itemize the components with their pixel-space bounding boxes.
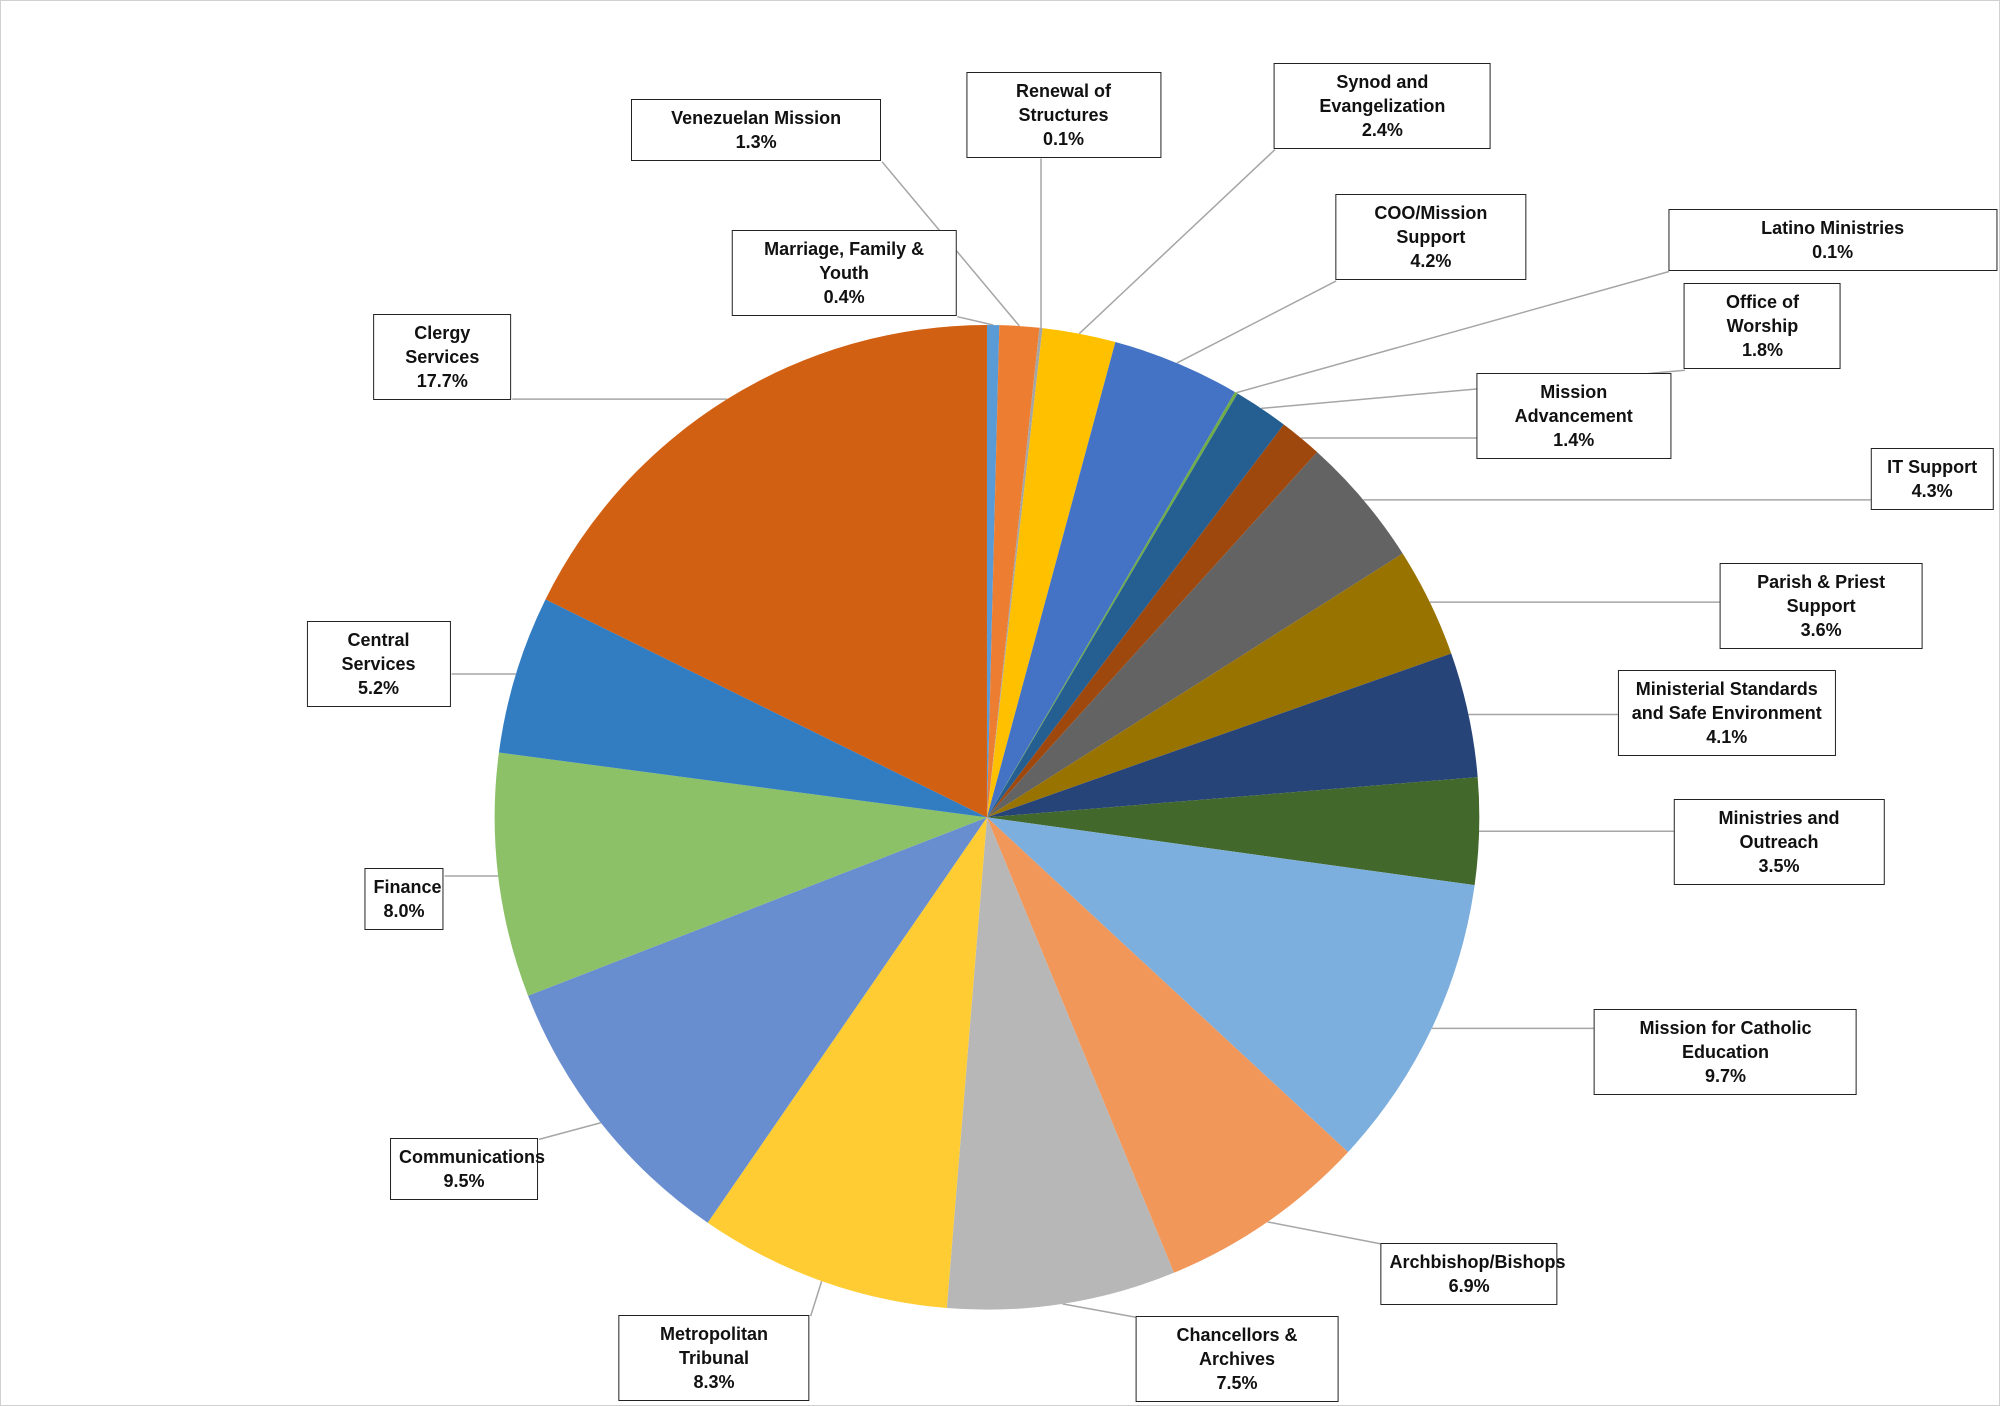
label-name: COO/Mission Support [1374,202,1488,247]
label-name: Clergy Services [405,322,480,367]
data-label: Communications 9.5% [390,1138,546,1201]
pie-slice [528,817,987,1223]
label-value: 9.5% [443,1171,485,1192]
label-value: 8.0% [383,900,425,921]
slices [494,324,1480,1310]
label-name: Parish & Priest Support [1757,571,1886,616]
label-value: 2.4% [1361,119,1403,140]
data-label: Synod and Evangelization 2.4% [1273,62,1491,149]
label-value: 5.2% [358,678,400,699]
label-name: Latino Ministries [1761,217,1905,238]
label-value: 9.7% [1704,1066,1746,1087]
data-label: Latino Ministries 0.1% [1668,208,1998,271]
label-value: 6.9% [1448,1275,1490,1296]
leader-line [1236,270,1670,394]
pie-slice [707,817,987,1309]
data-label: Finance 8.0% [364,867,444,930]
data-label: Ministries and Outreach 3.5% [1673,798,1885,885]
pie-slice [494,752,987,996]
data-label: Mission for Catholic Education 9.7% [1594,1009,1857,1096]
label-name: Renewal of Structures [1015,80,1112,125]
label-value: 4.3% [1911,481,1953,502]
data-label: Venezuelan Mission 1.3% [631,98,882,161]
data-label: IT Support 4.3% [1870,448,1994,511]
label-value: 0.4% [823,286,865,307]
label-name: Metropolitan Tribunal [660,1324,768,1369]
label-value: 0.1% [1042,128,1085,149]
data-label: COO/Mission Support 4.2% [1335,193,1527,280]
label-name: Ministerial Standards and Safe Environme… [1631,678,1822,723]
pie-slice [986,327,1043,818]
leader-line [809,1280,823,1317]
pie-slice [986,653,1478,818]
label-value: 1.4% [1553,429,1595,450]
data-label: Renewal of Structures 0.1% [965,71,1162,158]
label-name: Archbishop/Bishops [1389,1251,1566,1272]
label-value: 0.1% [1812,241,1854,262]
pie-slice [986,393,1284,818]
label-name: Synod and Evangelization [1319,71,1446,116]
data-label: Clergy Services 17.7% [373,313,512,400]
pie-slice [986,325,1040,818]
data-label: Ministerial Standards and Safe Environme… [1617,669,1836,756]
pie-slice [986,342,1235,818]
label-name: IT Support [1887,457,1978,478]
pie-slice [498,599,987,818]
leader-line [1267,1221,1382,1245]
leader-lines [444,149,1872,1319]
label-value: 3.6% [1800,619,1842,640]
label-value: 17.7% [416,370,468,391]
data-label: Archbishop/Bishops 6.9% [1380,1242,1566,1305]
data-label: Parish & Priest Support 3.6% [1719,562,1923,649]
pie-slice [986,424,1318,818]
pie-slice [986,452,1403,818]
label-name: Venezuelan Mission [671,107,842,128]
pie-slice [986,391,1238,818]
leader-line [957,315,994,326]
data-label: Chancellors & Archives 7.5% [1135,1316,1339,1403]
label-name: Mission for Catholic Education [1639,1018,1812,1063]
data-label: Mission Advancement 1.4% [1476,372,1672,459]
label-name: Marriage, Family & Youth [764,238,925,283]
label-name: Office of Worship [1725,292,1799,337]
leader-line [1078,149,1276,335]
label-value: 3.5% [1758,855,1800,876]
leader-line [1176,280,1337,364]
pie-slice [986,324,1000,818]
pie-slice [986,777,1480,886]
label-name: Central Services [341,630,416,675]
pie-slice [545,324,987,818]
data-label: Office of Worship 1.8% [1684,283,1841,370]
label-name: Ministries and Outreach [1718,807,1840,852]
pie-slice [986,817,1475,1153]
label-value: 8.3% [693,1372,735,1393]
pie-slice [986,817,1348,1273]
leader-line [1062,1303,1137,1319]
data-label: Marriage, Family & Youth 0.4% [731,229,957,316]
data-label: Metropolitan Tribunal 8.3% [618,1315,810,1402]
pie-slice [986,553,1452,818]
label-name: Communications [399,1147,546,1168]
pie-slice [946,817,1174,1310]
label-value: 7.5% [1216,1373,1258,1394]
label-value: 1.3% [735,131,777,152]
label-value: 1.8% [1741,340,1783,361]
label-name: Mission Advancement [1514,381,1633,426]
data-label: Central Services 5.2% [306,621,451,708]
label-value: 4.2% [1410,250,1452,271]
pie-slice [986,328,1116,818]
leader-line [538,1122,601,1141]
label-value: 4.1% [1706,726,1748,747]
label-name: Chancellors & Archives [1176,1325,1298,1370]
label-name: Finance [373,876,442,897]
